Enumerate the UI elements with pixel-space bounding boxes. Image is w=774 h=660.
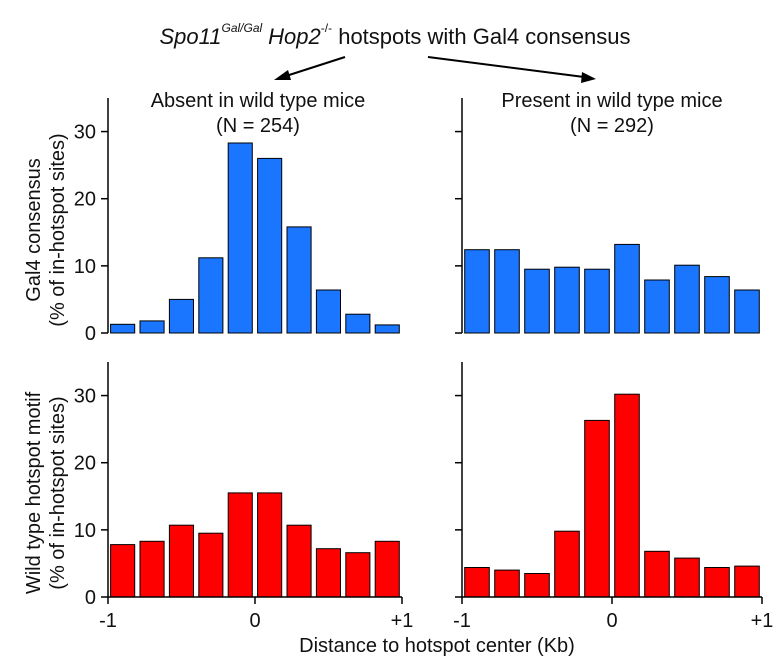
ylabel-top-line1: Gal4 consensus <box>23 158 45 301</box>
bar-bottom-left-3 <box>198 532 224 598</box>
title-spo11-sup: Gal/Gal <box>221 21 262 35</box>
bar-bottom-left-6 <box>286 524 312 598</box>
title-rest: hotspots with Gal4 consensus <box>332 24 630 49</box>
title-hop2: Hop2 <box>268 24 321 49</box>
bar-top-left-2 <box>168 298 194 334</box>
arrow-right <box>427 56 585 78</box>
bar-bottom-right-0 <box>464 567 490 598</box>
x-tick-label-bottom-right-1: 0 <box>606 610 617 632</box>
panel-subtitle-present: (N = 292) <box>570 115 654 137</box>
bar-bottom-left-4 <box>227 492 253 598</box>
bar-bottom-left-2 <box>168 524 194 598</box>
bar-bottom-left-1 <box>139 540 165 598</box>
panel-top-right <box>455 98 760 334</box>
bar-bottom-right-8 <box>704 567 730 598</box>
title-arrows <box>274 56 596 83</box>
bar-bottom-right-1 <box>494 569 520 598</box>
ylabel-bottom-line1: Wild type hotspot motif <box>23 391 45 594</box>
bar-top-right-2 <box>524 268 550 334</box>
bar-top-right-1 <box>494 249 520 334</box>
bar-top-left-3 <box>198 257 224 334</box>
bar-top-right-7 <box>674 264 700 334</box>
bar-top-left-6 <box>286 226 312 334</box>
bar-bottom-left-9 <box>374 540 400 598</box>
bar-top-right-8 <box>704 276 730 334</box>
bar-bottom-right-6 <box>644 550 670 598</box>
bar-top-left-1 <box>139 320 165 334</box>
bar-top-right-3 <box>554 266 580 334</box>
y-tick-label-top-left-3: 30 <box>74 122 96 144</box>
title-spo11: Spo11 <box>160 24 222 49</box>
panel-bottom-right: -1 0 +1 <box>453 362 773 632</box>
y-tick-label-bottom-left-2: 20 <box>74 453 96 475</box>
bar-top-left-9 <box>374 324 400 334</box>
bar-top-right-0 <box>464 249 490 334</box>
y-tick-label-bottom-left-0: 0 <box>85 587 96 609</box>
y-tick-label-top-left-1: 10 <box>74 256 96 278</box>
x-tick-label-bottom-right-2: +1 <box>751 610 774 632</box>
bar-bottom-right-9 <box>734 565 760 598</box>
ylabel-bottom: Wild type hotspot motif (% of in-hotspot… <box>23 391 69 594</box>
bar-top-left-8 <box>345 313 371 334</box>
bar-top-left-4 <box>227 142 253 334</box>
arrow-left <box>285 56 346 77</box>
panel-top-left: 0 10 20 30 <box>74 98 400 345</box>
ylabel-top-line2: (% of in-hotspot sites) <box>47 133 69 326</box>
bar-bottom-right-7 <box>674 557 700 598</box>
bar-top-left-5 <box>257 157 283 334</box>
y-tick-label-bottom-left-3: 30 <box>74 386 96 408</box>
bar-bottom-left-7 <box>315 548 341 598</box>
bar-top-left-0 <box>110 323 136 334</box>
panel-title-present: Present in wild type mice <box>501 90 722 112</box>
x-tick-label-bottom-left-1: 0 <box>249 610 260 632</box>
y-tick-label-bottom-left-1: 10 <box>74 520 96 542</box>
arrow-left-head <box>274 70 291 80</box>
bar-bottom-right-2 <box>524 573 550 598</box>
bar-top-right-6 <box>644 279 670 334</box>
x-tick-label-bottom-right-0: -1 <box>453 610 471 632</box>
x-tick-label-bottom-left-2: +1 <box>391 610 414 632</box>
bar-top-right-9 <box>734 289 760 334</box>
bar-bottom-right-3 <box>554 530 580 598</box>
ylabel-bottom-line2: (% of in-hotspot sites) <box>47 396 69 589</box>
x-tick-label-bottom-left-0: -1 <box>99 610 117 632</box>
bar-bottom-right-4 <box>584 419 610 598</box>
panel-subtitle-absent: (N = 254) <box>216 115 300 137</box>
title-hop2-sup: -/- <box>321 21 332 35</box>
bar-top-right-4 <box>584 268 610 334</box>
bar-top-left-7 <box>315 289 341 334</box>
bar-top-right-5 <box>614 243 640 334</box>
bar-bottom-left-5 <box>257 492 283 598</box>
x-axis-label: Distance to hotspot center (Kb) <box>299 635 575 657</box>
figure-title: Spo11Gal/Gal Hop2-/- hotspots with Gal4 c… <box>160 21 631 49</box>
panel-title-absent: Absent in wild type mice <box>151 90 366 112</box>
bar-bottom-right-5 <box>614 393 640 598</box>
y-tick-label-top-left-0: 0 <box>85 323 96 345</box>
arrow-right-head <box>581 72 596 83</box>
ylabel-top: Gal4 consensus (% of in-hotspot sites) <box>23 133 69 326</box>
y-tick-label-top-left-2: 20 <box>74 189 96 211</box>
bar-bottom-left-0 <box>110 544 136 598</box>
bar-bottom-left-8 <box>345 552 371 598</box>
